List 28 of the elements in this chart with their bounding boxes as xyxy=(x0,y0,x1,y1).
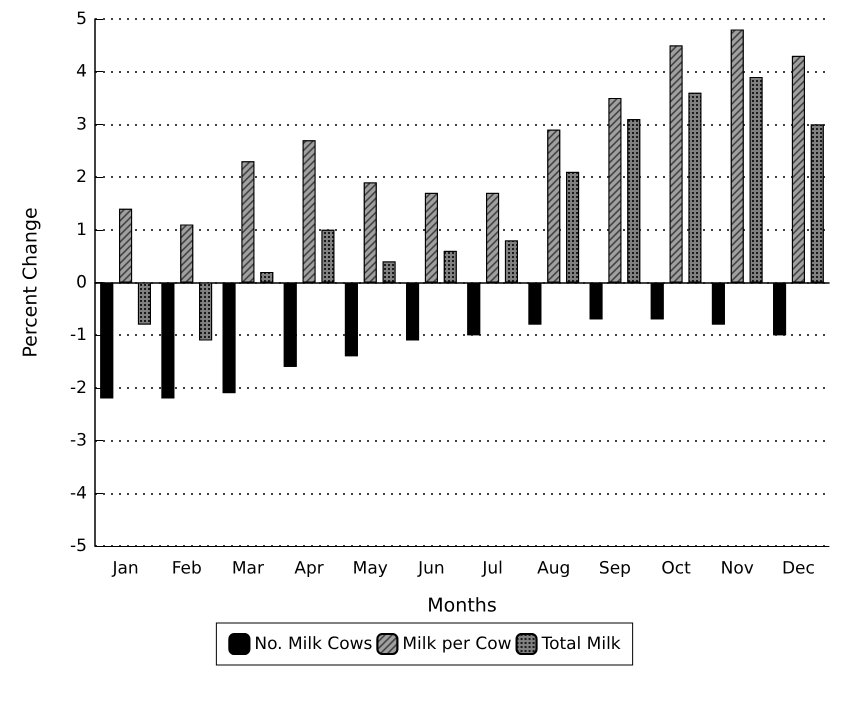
y-tick-label: 4 xyxy=(76,62,87,82)
x-tick-label: Mar xyxy=(232,558,264,578)
x-tick-label: May xyxy=(352,558,388,578)
y-tick-label: -5 xyxy=(70,536,87,556)
y-tick-label: -3 xyxy=(70,430,87,451)
x-axis-title: Months xyxy=(427,594,497,616)
x-tick-label: Jan xyxy=(111,558,139,578)
x-tick-label: Aug xyxy=(537,558,570,578)
y-tick-label: 2 xyxy=(76,167,87,188)
x-tick-label: Jul xyxy=(481,558,503,578)
x-tick-label: Apr xyxy=(294,558,324,578)
y-tick-label: 3 xyxy=(76,114,87,134)
x-tick-label: Sep xyxy=(598,558,631,578)
y-tick-label: 5 xyxy=(76,9,87,29)
x-tick-label: Nov xyxy=(720,558,754,578)
legend-label: Total Milk xyxy=(540,634,621,654)
y-axis-title: Percent Change xyxy=(20,207,42,358)
x-tick-label: Jun xyxy=(417,558,445,578)
x-tick-label: Oct xyxy=(661,558,692,578)
y-tick-label: -4 xyxy=(70,483,87,504)
y-tick-label: 0 xyxy=(76,272,87,292)
y-tick-label: -2 xyxy=(70,378,87,398)
y-tick-label: 1 xyxy=(76,220,87,240)
legend-label: Milk per Cow xyxy=(402,634,512,654)
y-tick-label: -1 xyxy=(70,325,87,346)
legend-label: No. Milk Cows xyxy=(254,634,373,654)
x-tick-label: Feb xyxy=(172,558,202,578)
x-tick-label: Dec xyxy=(782,558,815,578)
